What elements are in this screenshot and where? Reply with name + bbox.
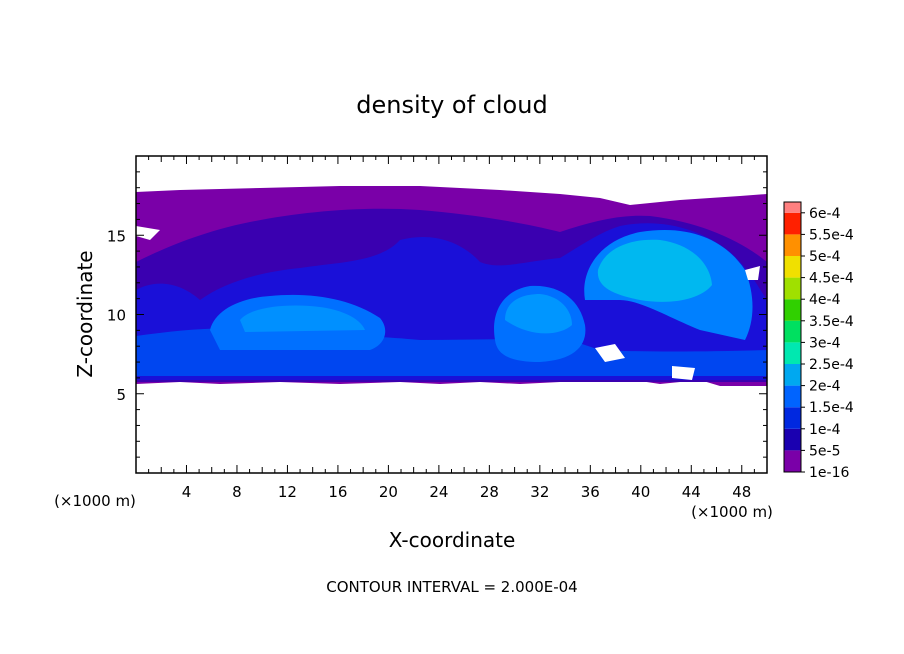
y-tick-label: 5 [116, 386, 126, 404]
x-tick-label: 44 [682, 483, 701, 501]
y-axis-ticks: 5 10 15 [107, 171, 767, 458]
colorbar-label: 1e-16 [809, 465, 849, 481]
colorbar-swatch [784, 256, 801, 278]
y-tick-label: 15 [107, 227, 126, 245]
colorbar-label: 4e-4 [809, 292, 841, 308]
colorbar-label: 4.5e-4 [809, 271, 854, 287]
chart-title: density of cloud [356, 91, 547, 119]
colorbar-label: 5e-4 [809, 249, 841, 265]
x-tick-label: 32 [530, 483, 549, 501]
colorbar-swatch [784, 320, 801, 343]
x-axis-ticks: 4 8 12 16 20 24 28 32 36 40 44 48 [148, 156, 755, 501]
x-axis-label: X-coordinate [389, 528, 516, 552]
colorbar-swatch [784, 385, 801, 408]
colorbar-label: 1.5e-4 [809, 400, 854, 416]
gap-4 [745, 266, 760, 280]
colorbar-label: 2.5e-4 [809, 357, 854, 373]
colorbar-swatch [784, 212, 801, 235]
contour-interval-text: CONTOUR INTERVAL = 2.000E-04 [326, 578, 577, 596]
colorbar-label: 3e-4 [809, 335, 841, 351]
colorbar-label: 1e-4 [809, 422, 841, 438]
colorbar: 1e-16 5e-5 1e-4 1.5e-4 2e-4 2.5e-4 3e-4 3.5e-4 4… [783, 201, 854, 481]
colorbar-label: 3.5e-4 [809, 314, 854, 330]
x-tick-label: 4 [182, 483, 192, 501]
y-tick-label: 10 [107, 307, 126, 325]
colorbar-swatch [784, 450, 801, 472]
gap-1 [136, 226, 160, 240]
x-tick-label: 24 [429, 483, 448, 501]
colorbar-frame [783, 201, 802, 473]
colorbar-swatch [784, 277, 801, 300]
colorbar-label: 5e-5 [809, 443, 840, 459]
colorbar-swatch [784, 364, 801, 386]
colorbar-label: 5.5e-4 [809, 227, 854, 243]
x-tick-label: 36 [581, 483, 600, 501]
plot-area [136, 186, 767, 386]
colorbar-swatch [784, 428, 801, 451]
colorbar-swatch [784, 234, 801, 256]
x-tick-label: 8 [232, 483, 242, 501]
cloud-core-center [505, 294, 572, 334]
x-tick-label: 48 [732, 483, 751, 501]
gap-2 [595, 344, 625, 362]
colorbar-swatch [784, 342, 801, 364]
colorbar-label: 2e-4 [809, 379, 841, 395]
x-unit-label-right: (×1000 m) [691, 503, 773, 521]
y-axis-label: Z-coordinate [73, 250, 97, 377]
colorbar-swatch [784, 299, 801, 321]
gap-3 [672, 366, 695, 380]
x-tick-label: 12 [278, 483, 297, 501]
x-tick-label: 40 [631, 483, 650, 501]
colorbar-label: 6e-4 [809, 206, 841, 222]
cloud-core-left [240, 305, 365, 332]
x-tick-label: 28 [480, 483, 499, 501]
x-unit-label: (×1000 m) [54, 492, 136, 510]
x-tick-label: 16 [328, 483, 347, 501]
cloud-core-right [597, 239, 712, 302]
colorbar-swatch [784, 407, 801, 429]
x-tick-label: 20 [379, 483, 398, 501]
colorbar-swatch [784, 202, 801, 213]
